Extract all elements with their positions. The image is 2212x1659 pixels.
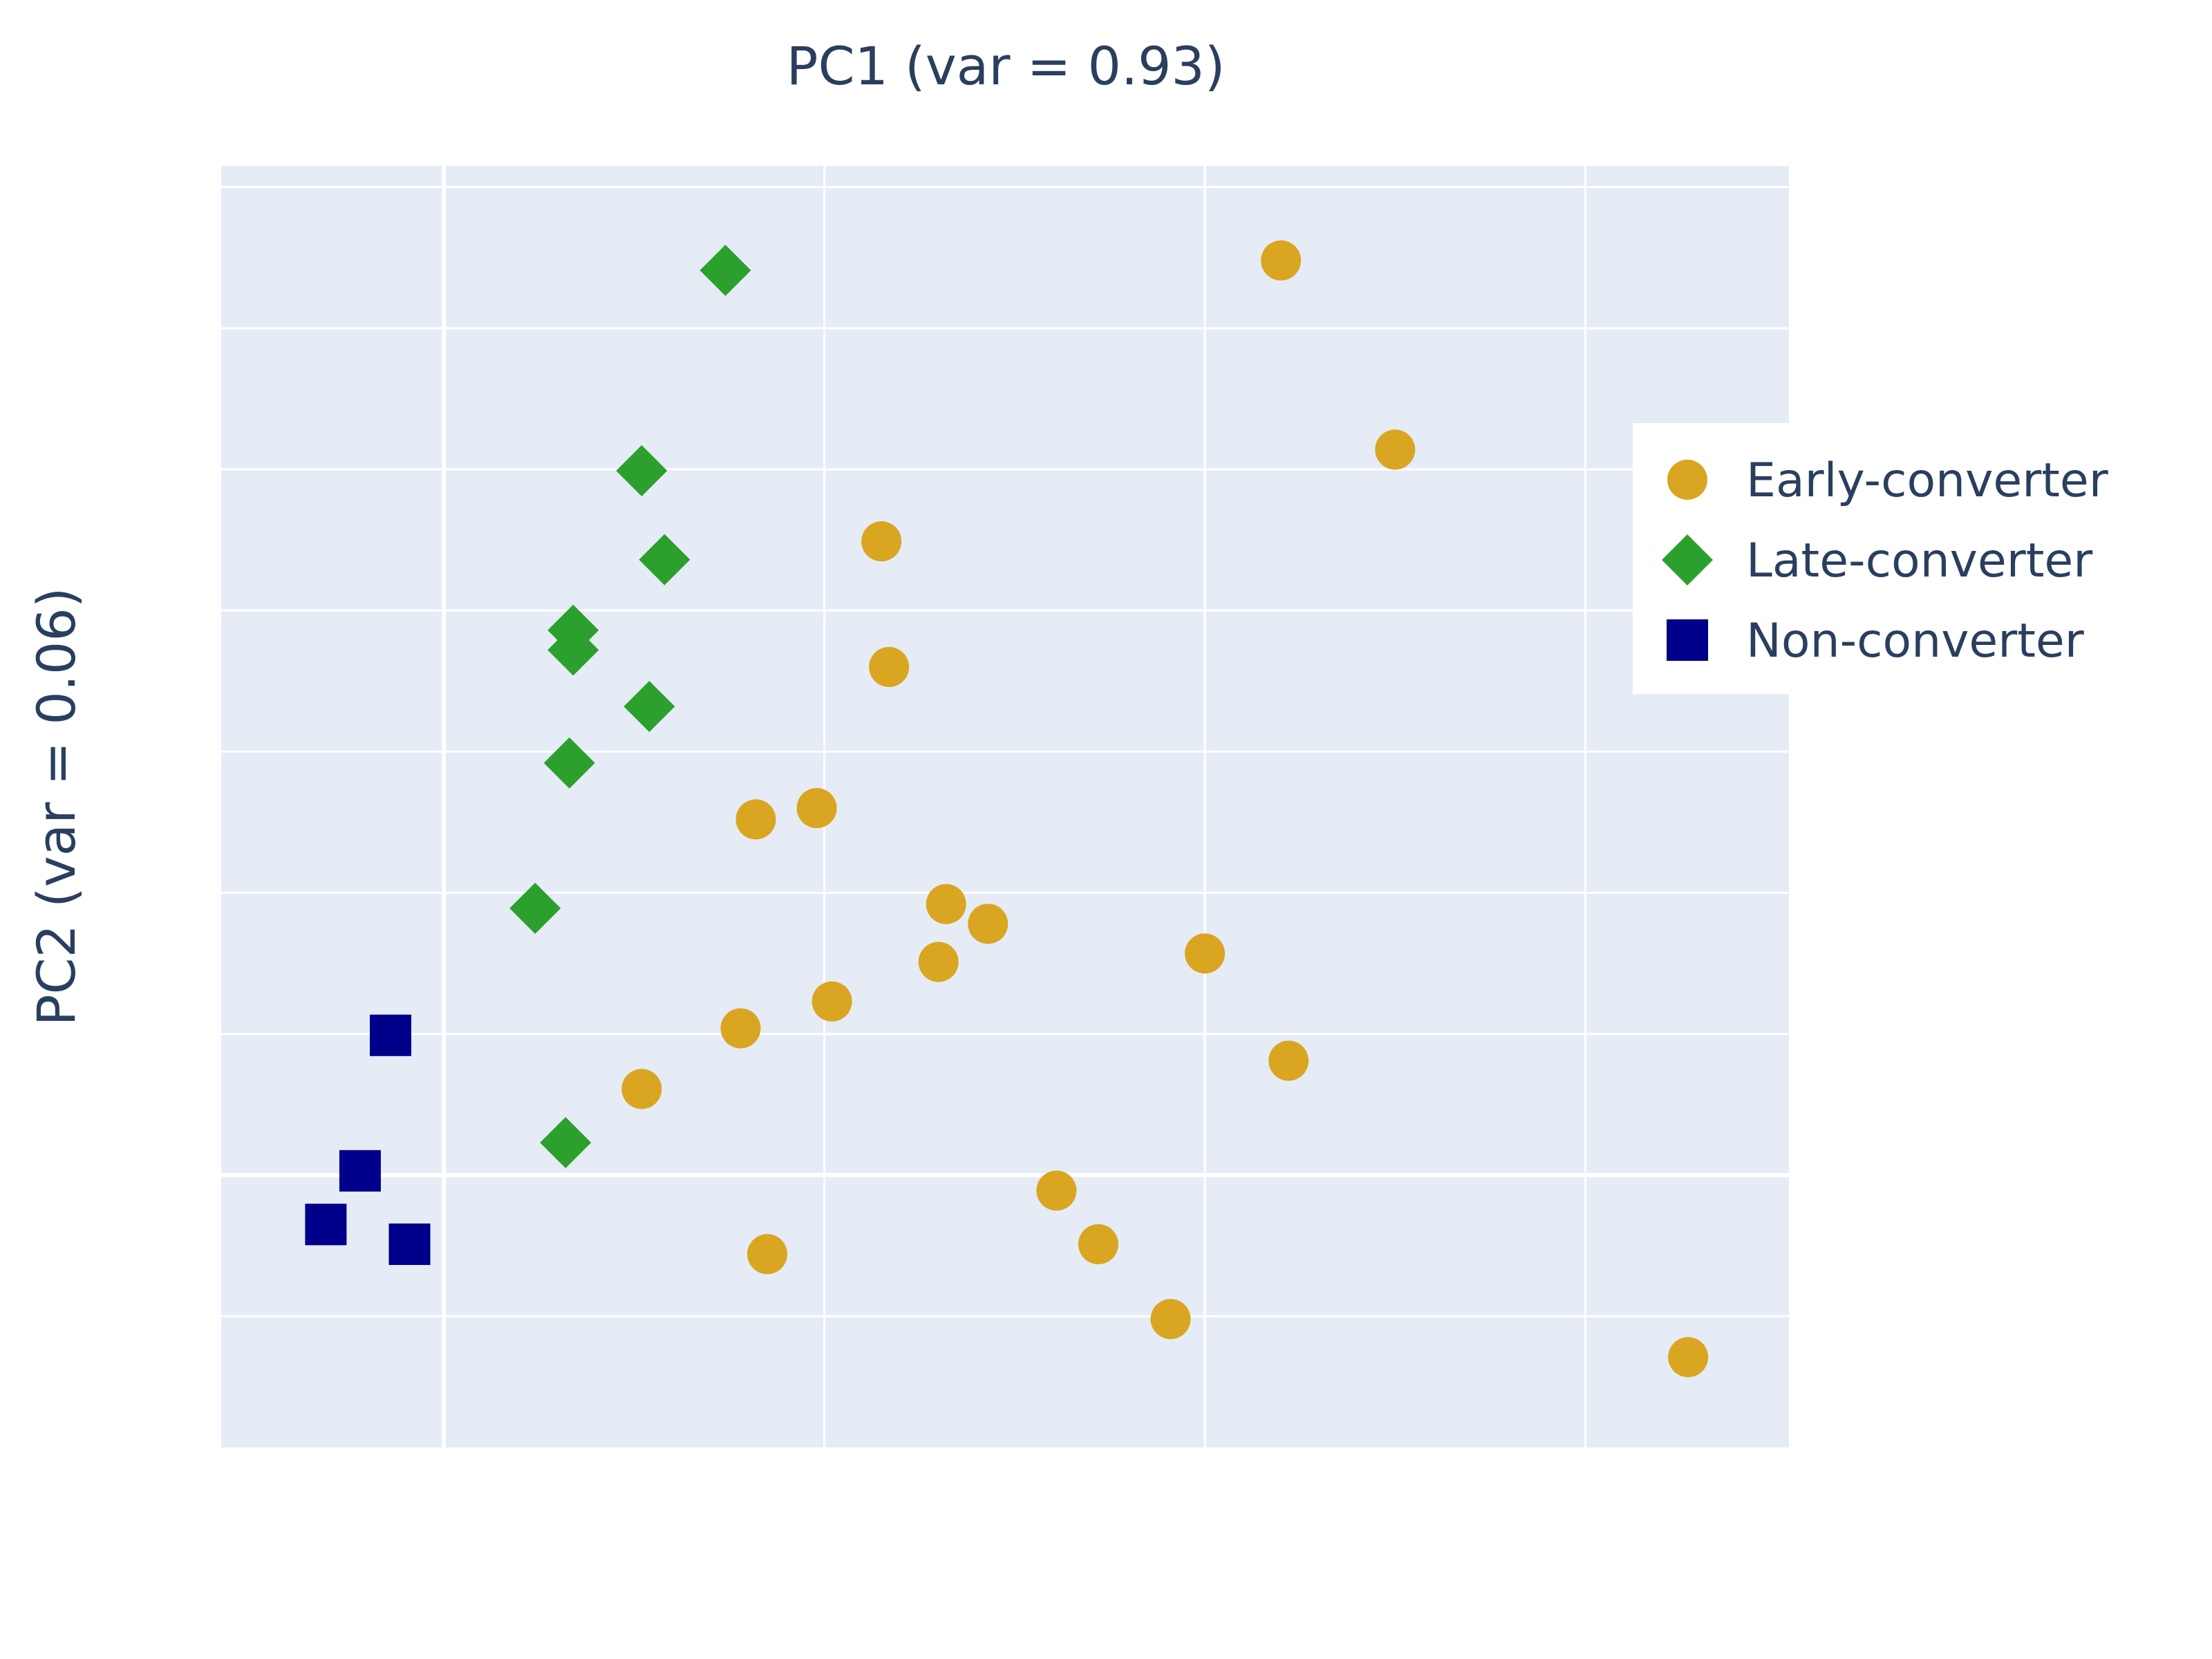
square-point <box>339 1150 381 1192</box>
legend-label: Late-converter <box>1746 534 2092 588</box>
circle-point <box>1668 1337 1709 1378</box>
diamond-point <box>540 1116 592 1168</box>
circle-point <box>720 1008 761 1049</box>
circle-point <box>796 788 837 829</box>
legend-box <box>1633 423 2212 694</box>
circle-point <box>869 646 910 687</box>
circle-point <box>1185 933 1226 974</box>
circle-point <box>1261 240 1302 281</box>
diamond-point <box>639 534 691 585</box>
circle-point <box>747 1234 787 1275</box>
plot-background <box>221 166 1789 1447</box>
circle-point <box>1375 429 1416 470</box>
circle-point <box>1268 1040 1309 1081</box>
circle-point <box>1036 1170 1077 1211</box>
circle-point <box>1150 1299 1191 1340</box>
data-points <box>305 240 1709 1378</box>
legend-circle-icon <box>1667 460 1707 500</box>
circle-point <box>968 903 1009 944</box>
diamond-point <box>509 883 561 935</box>
circle-point <box>1078 1224 1118 1264</box>
diamond-point <box>624 681 675 733</box>
gridlines <box>221 166 1789 1447</box>
circle-point <box>926 883 966 924</box>
y-axis-label: PC2 (var = 0.06) <box>26 588 87 1027</box>
circle-point <box>861 521 902 562</box>
circle-point <box>735 799 776 840</box>
square-point <box>388 1223 431 1265</box>
diamond-point <box>543 737 595 789</box>
circle-point <box>918 941 959 982</box>
circle-point <box>621 1069 662 1109</box>
chart-title: PC1 (var = 0.93) <box>787 35 1226 97</box>
legend-square-icon <box>1667 619 1708 661</box>
square-point <box>369 1014 411 1056</box>
diamond-point <box>547 624 599 676</box>
circle-point <box>812 981 852 1022</box>
legend: Early-converter Late-converter Non-convert… <box>1633 423 2212 694</box>
legend-label: Non-converter <box>1746 614 2084 668</box>
legend-label: Early-converter <box>1746 453 2108 508</box>
legend-diamond-icon <box>1662 534 1713 585</box>
square-point <box>305 1203 347 1246</box>
diamond-point <box>700 245 751 297</box>
diamond-point <box>616 445 668 497</box>
